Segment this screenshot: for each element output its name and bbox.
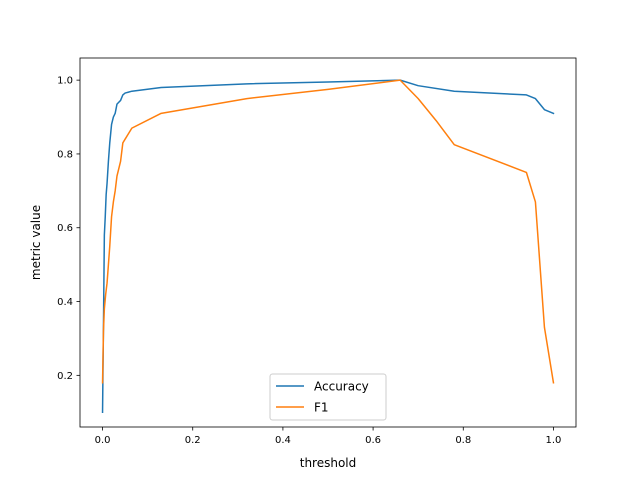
y-tick-label: 0.8 — [57, 149, 73, 160]
series-line-f1 — [101, 79, 555, 384]
y-tick-label: 0.4 — [57, 297, 73, 308]
plot-area — [80, 58, 576, 427]
y-axis-label: metric value — [29, 205, 43, 280]
x-tick-label: 0.2 — [185, 435, 201, 446]
x-tick-label: 0.4 — [275, 435, 291, 446]
x-tick-label: 0.8 — [455, 435, 471, 446]
y-tick-label: 0.6 — [57, 223, 73, 234]
x-axis-ticks: 0.0 0.2 0.4 0.6 0.8 1.0 — [95, 427, 562, 446]
series-line-accuracy — [101, 79, 555, 413]
x-tick-label: 0.0 — [95, 435, 111, 446]
axes-frame — [79, 57, 577, 428]
y-tick-label: 1.0 — [57, 76, 73, 87]
legend-label-f1: F1 — [314, 401, 329, 415]
axes-spines — [79, 57, 577, 428]
legend: Accuracy F1 — [269, 373, 387, 421]
y-tick-label: 0.2 — [57, 371, 73, 382]
series-layer — [101, 79, 555, 413]
x-axis-label: threshold — [300, 456, 357, 470]
y-axis-ticks: 0.2 0.4 0.6 0.8 1.0 — [57, 76, 80, 382]
legend-label-accuracy: Accuracy — [314, 380, 369, 394]
x-tick-label: 0.6 — [365, 435, 381, 446]
x-tick-label: 1.0 — [546, 435, 562, 446]
